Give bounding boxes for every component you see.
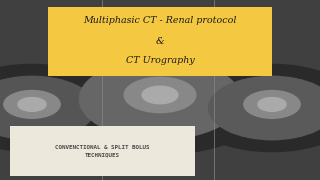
Ellipse shape — [124, 77, 196, 113]
Ellipse shape — [18, 98, 46, 111]
Ellipse shape — [258, 98, 286, 111]
FancyBboxPatch shape — [10, 126, 195, 176]
Ellipse shape — [142, 86, 178, 104]
FancyBboxPatch shape — [48, 7, 272, 76]
Ellipse shape — [0, 64, 120, 152]
Ellipse shape — [4, 91, 60, 118]
Text: CONVENCTIONAL & SPLIT BOLUS
TECHNIQUES: CONVENCTIONAL & SPLIT BOLUS TECHNIQUES — [55, 145, 150, 157]
Text: Multiphasic CT - Renal protocol: Multiphasic CT - Renal protocol — [83, 16, 237, 25]
Text: &: & — [156, 37, 164, 46]
Ellipse shape — [79, 59, 241, 139]
Ellipse shape — [184, 64, 320, 152]
Ellipse shape — [209, 76, 320, 140]
Ellipse shape — [244, 91, 300, 118]
Ellipse shape — [0, 76, 95, 140]
Ellipse shape — [48, 44, 272, 154]
Text: CT Urography: CT Urography — [126, 56, 194, 65]
